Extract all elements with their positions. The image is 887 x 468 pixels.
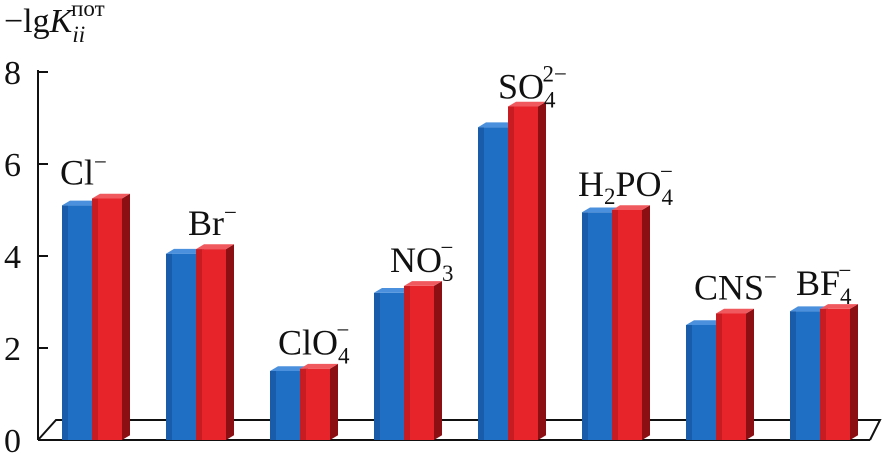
bar-side <box>226 244 234 440</box>
bar-front <box>300 368 330 440</box>
bar-series2-3 <box>404 281 442 440</box>
bar-side <box>538 101 546 440</box>
bar-shade <box>716 313 722 440</box>
bar-top <box>790 306 828 312</box>
bar-shade <box>404 285 410 440</box>
bar-shade <box>300 368 306 440</box>
category-label: H2PO4− <box>578 159 674 210</box>
bar-top <box>166 248 204 254</box>
bar-top <box>582 207 620 213</box>
bar-shade <box>196 249 202 440</box>
bar-shade <box>790 311 796 440</box>
y-tick-label: 6 <box>4 147 21 184</box>
bar-front <box>196 249 226 440</box>
category-label: SO42− <box>498 62 567 113</box>
bar-series2-6 <box>716 308 754 440</box>
bar-top <box>62 200 100 206</box>
category-label: ClO4− <box>278 318 350 369</box>
bar-side <box>330 363 338 440</box>
bar-series2-1 <box>196 244 234 440</box>
bar-front <box>508 106 538 440</box>
bar-shade <box>820 308 826 440</box>
y-tick-label: 2 <box>4 331 21 368</box>
y-tick-label: 0 <box>4 423 21 460</box>
bar-shade <box>92 198 98 440</box>
bar-front <box>270 371 300 440</box>
y-tick-label: 8 <box>4 55 21 92</box>
bar-side <box>746 308 754 440</box>
bar-shade <box>686 325 692 440</box>
bar-side <box>122 193 130 440</box>
bar-top <box>508 101 546 107</box>
bar-front <box>166 253 196 440</box>
bar-front <box>62 205 92 440</box>
bar-top <box>612 205 650 210</box>
category-label: Br− <box>188 200 237 243</box>
bar-front <box>478 127 508 440</box>
bar-side <box>850 304 858 440</box>
bar-front <box>374 292 404 440</box>
bar-shade <box>508 106 514 440</box>
bar-shade <box>62 205 68 440</box>
bar-top <box>404 281 442 286</box>
category-label: Cl− <box>60 150 107 193</box>
bar-series2-5 <box>612 205 650 440</box>
bar-top <box>716 308 754 314</box>
bar-front <box>582 212 612 440</box>
bar-series2-2 <box>300 363 338 440</box>
bar-side <box>434 281 442 440</box>
bar-shade <box>270 371 276 440</box>
bar-top <box>374 288 412 293</box>
bar-top <box>196 244 234 250</box>
bar-top <box>270 366 308 371</box>
bar-top <box>686 320 724 325</box>
bar-front <box>612 210 642 440</box>
bar-series2-4 <box>508 101 546 440</box>
bar-front <box>404 285 434 440</box>
bar-top <box>820 304 858 309</box>
category-label: CNS− <box>694 265 777 308</box>
bar-shade <box>582 212 588 440</box>
y-axis-label: −lgKiiпот <box>4 0 105 47</box>
bar-front <box>790 311 820 440</box>
bar-front <box>716 313 746 440</box>
bar-top <box>92 193 130 199</box>
bar-shade <box>612 210 618 440</box>
bar-front <box>820 308 850 440</box>
bar-shade <box>478 127 484 440</box>
bar-front <box>92 198 122 440</box>
bar-top <box>300 363 338 369</box>
category-label: BF4− <box>796 258 852 309</box>
floor-plane <box>37 419 882 441</box>
bar-top <box>478 122 516 128</box>
bar-series2-7 <box>820 304 858 440</box>
bar-shade <box>166 253 172 440</box>
bar-shade <box>374 292 380 440</box>
y-tick-label: 4 <box>4 239 21 276</box>
bar-front <box>686 325 716 440</box>
bar-series2-0 <box>92 193 130 440</box>
category-label: NO3− <box>390 235 454 286</box>
bar-side <box>642 205 650 440</box>
